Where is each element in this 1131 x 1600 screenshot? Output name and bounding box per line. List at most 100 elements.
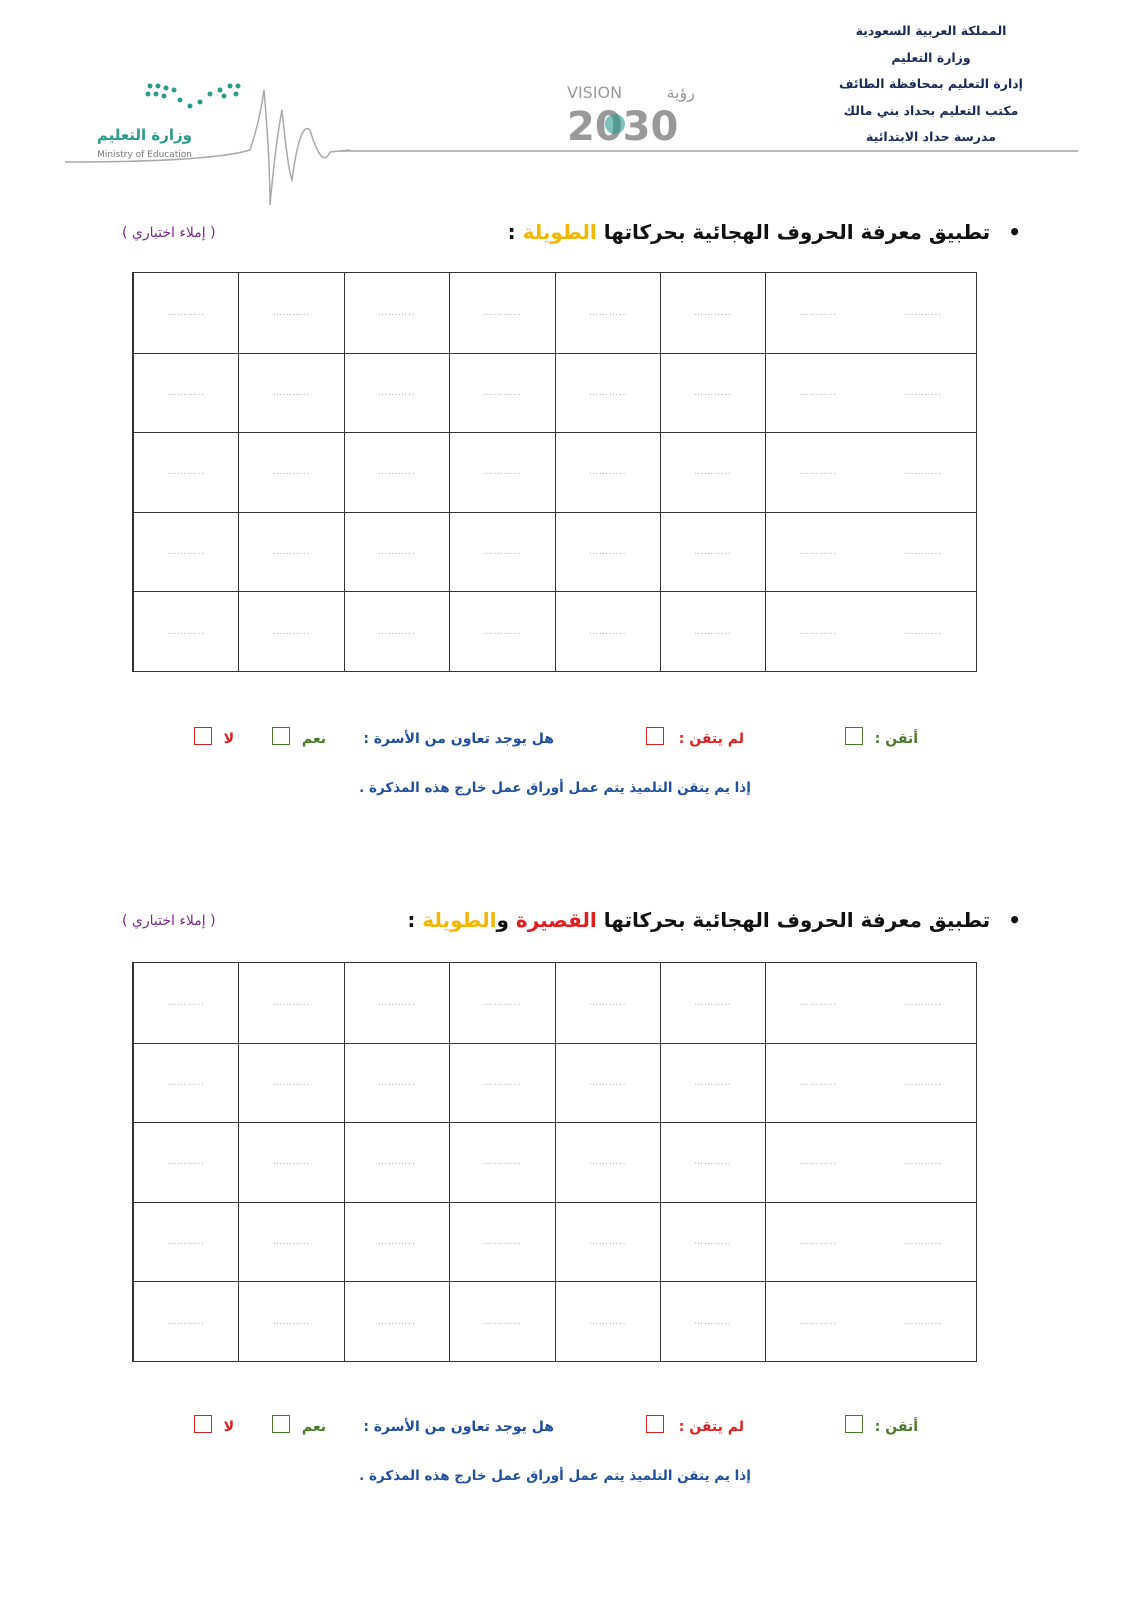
writing-cell[interactable]: ……….. [659,432,766,512]
writing-cell[interactable]: ……….. [870,1042,976,1123]
writing-cell[interactable]: ……….. [554,273,660,353]
writing-cell[interactable]: ……….. [870,1281,976,1361]
dictation-tag: ( إملاء اختباري ) [122,225,216,241]
section-title: •تطبيق معرفة الحروف الهجائية بحركاتها ال… [407,908,1021,932]
header-line: مدرسة حداد الابتدائية [866,129,996,144]
writing-cell[interactable]: ……….. [659,591,766,671]
writing-cell[interactable]: ……….. [554,963,660,1043]
writing-cell[interactable]: ……….. [904,997,943,1008]
writing-cell[interactable]: ……….. [449,591,555,671]
writing-cell[interactable]: ……….. [554,1201,660,1282]
writing-cell[interactable]: ……….. [133,591,239,671]
dictation-tag: ( إملاء اختباري ) [122,913,216,929]
writing-cell[interactable]: ……….. [449,1122,555,1202]
writing-cell[interactable]: ……….. [659,1122,766,1202]
writing-cell[interactable]: ……….. [765,1201,871,1282]
writing-cell[interactable]: ……….. [133,1042,239,1123]
writing-cell[interactable]: ……….. [343,1281,450,1361]
writing-cell[interactable]: ……….. [554,1122,660,1202]
not-mastered-checkbox[interactable] [646,1415,664,1433]
writing-cell[interactable]: ……….. [343,591,450,671]
writing-cell[interactable]: ……….. [343,352,450,433]
writing-cell[interactable]: ……….. [870,432,976,512]
no-checkbox[interactable] [194,727,212,745]
writing-cell[interactable]: ……….. [659,273,765,353]
writing-cell[interactable]: ……….. [659,1042,766,1123]
writing-cell[interactable]: ……….. [449,1042,555,1123]
writing-cell[interactable]: ……….. [238,591,344,671]
writing-cell[interactable]: ……….. [133,432,239,512]
ministry-logo-ar: وزارة التعليم [97,126,192,144]
writing-cell[interactable]: ……….. [765,1281,871,1361]
writing-cell[interactable]: ……….. [133,1122,239,1202]
family-question: هل يوجد تعاون من الأسرة : [363,731,554,747]
writing-cell[interactable]: ……….. [133,273,238,353]
writing-cell[interactable]: ……….. [870,511,976,592]
writing-cell[interactable]: ……….. [449,1201,555,1282]
section-title: •تطبيق معرفة الحروف الهجائية بحركاتها ال… [507,220,1021,244]
header-line: إدارة التعليم بمحافظة الطائف [839,76,1023,91]
not-mastered-label: لم يتقن : [678,1419,744,1435]
writing-cell[interactable]: ……….. [238,432,344,512]
writing-cell[interactable]: ……….. [238,352,344,433]
yes-checkbox[interactable] [272,1415,290,1433]
writing-cell[interactable]: ……….. [659,1201,766,1282]
writing-cell[interactable]: ……….. [343,432,450,512]
yes-checkbox[interactable] [272,727,290,745]
writing-cell[interactable]: ……….. [133,511,239,592]
writing-cell[interactable]: ……….. [870,1201,976,1282]
writing-cell[interactable]: ……….. [554,591,660,671]
writing-cell[interactable]: ……….. [765,1042,871,1123]
writing-cell[interactable]: ……….. [343,1122,450,1202]
writing-cell[interactable]: ……….. [554,1281,660,1361]
writing-cell[interactable]: ……….. [133,1201,239,1282]
writing-cell[interactable]: ……….. [554,432,660,512]
not-mastered-checkbox[interactable] [646,727,664,745]
writing-cell[interactable]: ……….. [449,1281,555,1361]
writing-cell[interactable]: ……….. [554,1042,660,1123]
writing-cell[interactable]: ……….. [765,1122,871,1202]
mastered-checkbox[interactable] [845,727,863,745]
writing-cell[interactable]: ……….. [870,352,976,433]
writing-cell[interactable]: ……….. [870,1122,976,1202]
writing-cell[interactable]: ……….. [659,1281,766,1361]
writing-cell[interactable]: ……….. [449,352,555,433]
writing-cell[interactable]: ……….. [343,273,449,353]
writing-cell[interactable]: ……….. [343,511,450,592]
writing-cell[interactable]: ……….. [870,591,976,671]
writing-cell[interactable]: ……….. [133,352,239,433]
writing-cell[interactable]: ……….. [238,963,343,1043]
writing-cell[interactable]: ……….. [904,307,943,318]
writing-cell[interactable]: ……….. [238,273,343,353]
writing-cell[interactable]: ……….. [449,963,554,1043]
writing-cell[interactable]: ……….. [238,1042,344,1123]
writing-cell[interactable]: ……….. [343,963,449,1043]
writing-cell[interactable]: ……….. [554,352,660,433]
writing-cell[interactable]: ……….. [238,1201,344,1282]
mastered-checkbox[interactable] [845,1415,863,1433]
writing-cell[interactable]: ……….. [554,511,660,592]
no-checkbox[interactable] [194,1415,212,1433]
writing-cell[interactable]: ……….. [659,511,766,592]
writing-cell[interactable]: ……….. [133,1281,239,1361]
no-label: لا [223,1419,234,1435]
writing-cell[interactable]: ……….. [343,1042,450,1123]
writing-cell[interactable]: ……….. [238,1281,344,1361]
writing-cell[interactable]: ……….. [765,511,871,592]
writing-cell[interactable]: ……….. [449,511,555,592]
writing-cell[interactable]: ……….. [765,352,871,433]
writing-cell[interactable]: ……….. [449,432,555,512]
evaluation-row: أتقن : لم يتقن : هل يوجد تعاون من الأسرة… [120,725,940,755]
writing-cell[interactable]: ……….. [343,1201,450,1282]
writing-cell[interactable]: ……….. [133,963,238,1043]
note: إذا يم يتقن التلميذ يتم عمل أوراق عمل خا… [359,1468,751,1484]
writing-cell[interactable]: ……….. [765,963,870,1043]
writing-cell[interactable]: ……….. [238,1122,344,1202]
writing-cell[interactable]: ……….. [449,273,554,353]
writing-cell[interactable]: ……….. [659,963,765,1043]
writing-cell[interactable]: ……….. [238,511,344,592]
writing-cell[interactable]: ……….. [765,591,871,671]
writing-cell[interactable]: ……….. [765,432,871,512]
writing-cell[interactable]: ……….. [659,352,766,433]
writing-cell[interactable]: ……….. [765,273,870,353]
